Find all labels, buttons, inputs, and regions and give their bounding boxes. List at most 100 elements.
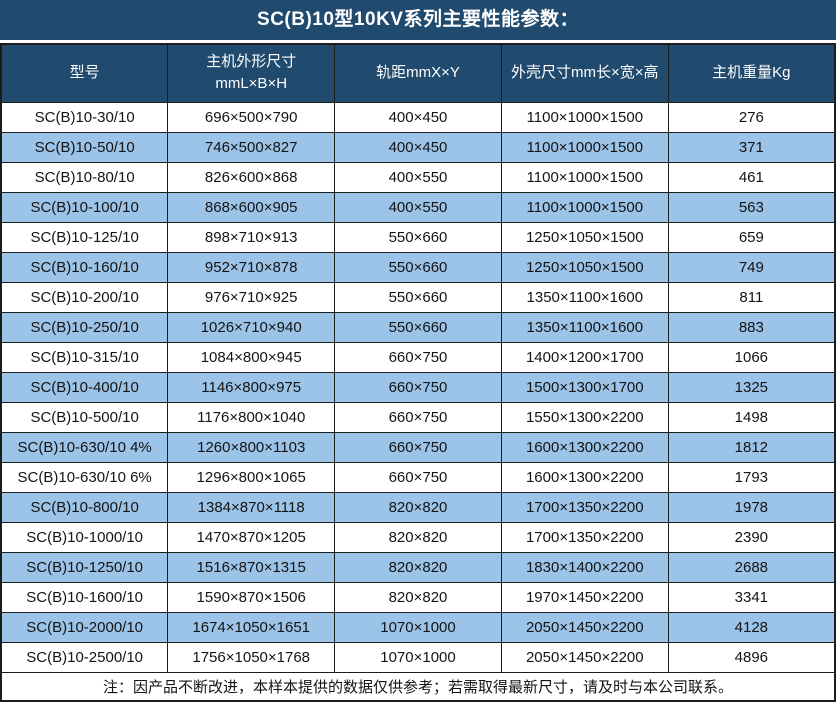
- table-cell: 898×710×913: [167, 221, 336, 253]
- table-cell: 746×500×827: [167, 131, 336, 163]
- table-cell: 2390: [667, 521, 836, 553]
- table-cell: 1590×870×1506: [167, 581, 336, 613]
- table-cell: 1700×1350×2200: [500, 491, 669, 523]
- table-row: SC(B)10-400/10 1146×800×975 660×750 1500×13…: [0, 371, 836, 403]
- table-row: SC(B)10-100/10 868×600×905 400×550 1100×100…: [0, 191, 836, 223]
- table-cell: 1070×1000: [334, 611, 502, 643]
- table-cell: 1250×1050×1500: [500, 221, 669, 253]
- table-row: SC(B)10-160/10 952×710×878 550×660 1250×105…: [0, 251, 836, 283]
- table-cell: SC(B)10-630/10 4%: [0, 431, 169, 463]
- table-cell: SC(B)10-80/10: [0, 161, 169, 193]
- table-cell: 400×550: [334, 161, 502, 193]
- table-cell: 820×820: [334, 581, 502, 613]
- table-cell: 1350×1100×1600: [500, 281, 669, 313]
- table-row: SC(B)10-315/10 1084×800×945 660×750 1400×12…: [0, 341, 836, 373]
- table-cell: 820×820: [334, 491, 502, 523]
- table-cell: SC(B)10-315/10: [0, 341, 169, 373]
- note-row: 注：因产品不断改进，本样本提供的数据仅供参考；若需取得最新尺寸，请及时与本公司联…: [0, 671, 836, 702]
- page-title: SC(B)10型10KV系列主要性能参数：: [0, 0, 836, 40]
- table-cell: 550×660: [334, 311, 502, 343]
- table-cell: 659: [667, 221, 836, 253]
- table-body: SC(B)10-30/10 696×500×790 400×450 1100×1000…: [0, 101, 836, 673]
- table-cell: 1970×1450×2200: [500, 581, 669, 613]
- column-header-label: 主机外形尺寸: [206, 52, 297, 70]
- spec-table: 型号 主机外形尺寸 mmL×B×H 轨距mmX×Y 外壳尺寸mm长×宽×高 主机…: [0, 43, 836, 702]
- table-cell: 1100×1000×1500: [500, 191, 669, 223]
- table-row: SC(B)10-250/10 1026×710×940 550×660 1350×11…: [0, 311, 836, 343]
- table-row: SC(B)10-80/10 826×600×868 400×550 1100×1000…: [0, 161, 836, 193]
- table-cell: 660×750: [334, 341, 502, 373]
- table-cell: 400×450: [334, 101, 502, 133]
- table-cell: 371: [667, 131, 836, 163]
- table-cell: 826×600×868: [167, 161, 336, 193]
- table-cell: 696×500×790: [167, 101, 336, 133]
- table-row: SC(B)10-1250/10 1516×870×1315 820×820 1830×…: [0, 551, 836, 583]
- table-row: SC(B)10-125/10 898×710×913 550×660 1250×105…: [0, 221, 836, 253]
- table-cell: 1674×1050×1651: [167, 611, 336, 643]
- table-cell: 1296×800×1065: [167, 461, 336, 493]
- column-header-label: 外壳尺寸mm长×宽×高: [511, 64, 659, 81]
- table-cell: 550×660: [334, 221, 502, 253]
- table-cell: 276: [667, 101, 836, 133]
- table-cell: 1260×800×1103: [167, 431, 336, 463]
- table-cell: SC(B)10-800/10: [0, 491, 169, 523]
- table-cell: 550×660: [334, 281, 502, 313]
- table-cell: 868×600×905: [167, 191, 336, 223]
- table-cell: 563: [667, 191, 836, 223]
- column-header-rail-gauge: 轨距mmX×Y: [334, 43, 502, 103]
- table-cell: 1550×1300×2200: [500, 401, 669, 433]
- table-cell: 820×820: [334, 521, 502, 553]
- table-row: SC(B)10-630/10 6% 1296×800×1065 660×750 160…: [0, 461, 836, 493]
- table-cell: 811: [667, 281, 836, 313]
- table-cell: 550×660: [334, 251, 502, 283]
- table-cell: 1325: [667, 371, 836, 403]
- table-cell: 2050×1450×2200: [500, 641, 669, 673]
- table-cell: 1384×870×1118: [167, 491, 336, 523]
- table-cell: 952×710×878: [167, 251, 336, 283]
- table-cell: SC(B)10-2000/10: [0, 611, 169, 643]
- table-row: SC(B)10-200/10 976×710×925 550×660 1350×110…: [0, 281, 836, 313]
- table-cell: 1066: [667, 341, 836, 373]
- table-cell: 2688: [667, 551, 836, 583]
- table-header: 型号 主机外形尺寸 mmL×B×H 轨距mmX×Y 外壳尺寸mm长×宽×高 主机…: [0, 43, 836, 103]
- table-row: SC(B)10-1000/10 1470×870×1205 820×820 1700×…: [0, 521, 836, 553]
- table-cell: 1100×1000×1500: [500, 161, 669, 193]
- table-cell: 660×750: [334, 431, 502, 463]
- table-footer: 注：因产品不断改进，本样本提供的数据仅供参考；若需取得最新尺寸，请及时与本公司联…: [0, 671, 836, 702]
- table-cell: 660×750: [334, 461, 502, 493]
- table-cell: SC(B)10-1000/10: [0, 521, 169, 553]
- table-cell: SC(B)10-160/10: [0, 251, 169, 283]
- footnote: 注：因产品不断改进，本样本提供的数据仅供参考；若需取得最新尺寸，请及时与本公司联…: [0, 671, 836, 702]
- table-row: SC(B)10-500/10 1176×800×1040 660×750 1550×1…: [0, 401, 836, 433]
- table-cell: 400×550: [334, 191, 502, 223]
- table-cell: 1600×1300×2200: [500, 431, 669, 463]
- table-cell: 1793: [667, 461, 836, 493]
- table-cell: 1176×800×1040: [167, 401, 336, 433]
- table-cell: 1470×870×1205: [167, 521, 336, 553]
- table-row: SC(B)10-50/10 746×500×827 400×450 1100×1000…: [0, 131, 836, 163]
- table-cell: 660×750: [334, 371, 502, 403]
- table-cell: 1350×1100×1600: [500, 311, 669, 343]
- table-cell: SC(B)10-30/10: [0, 101, 169, 133]
- table-cell: 1250×1050×1500: [500, 251, 669, 283]
- column-header-model: 型号: [0, 43, 169, 103]
- table-cell: 4128: [667, 611, 836, 643]
- table-row: SC(B)10-2500/10 1756×1050×1768 1070×1000 20…: [0, 641, 836, 673]
- table-cell: SC(B)10-250/10: [0, 311, 169, 343]
- table-cell: 1830×1400×2200: [500, 551, 669, 583]
- table-cell: 1756×1050×1768: [167, 641, 336, 673]
- table-cell: 2050×1450×2200: [500, 611, 669, 643]
- column-header-weight: 主机重量Kg: [667, 43, 836, 103]
- table-cell: 820×820: [334, 551, 502, 583]
- table-cell: 1600×1300×2200: [500, 461, 669, 493]
- table-row: SC(B)10-30/10 696×500×790 400×450 1100×1000…: [0, 101, 836, 133]
- table-cell: 1100×1000×1500: [500, 131, 669, 163]
- table-cell: 749: [667, 251, 836, 283]
- table-cell: SC(B)10-500/10: [0, 401, 169, 433]
- table-cell: 4896: [667, 641, 836, 673]
- table-cell: 1400×1200×1700: [500, 341, 669, 373]
- table-cell: 660×750: [334, 401, 502, 433]
- table-cell: SC(B)10-400/10: [0, 371, 169, 403]
- table-cell: 1700×1350×2200: [500, 521, 669, 553]
